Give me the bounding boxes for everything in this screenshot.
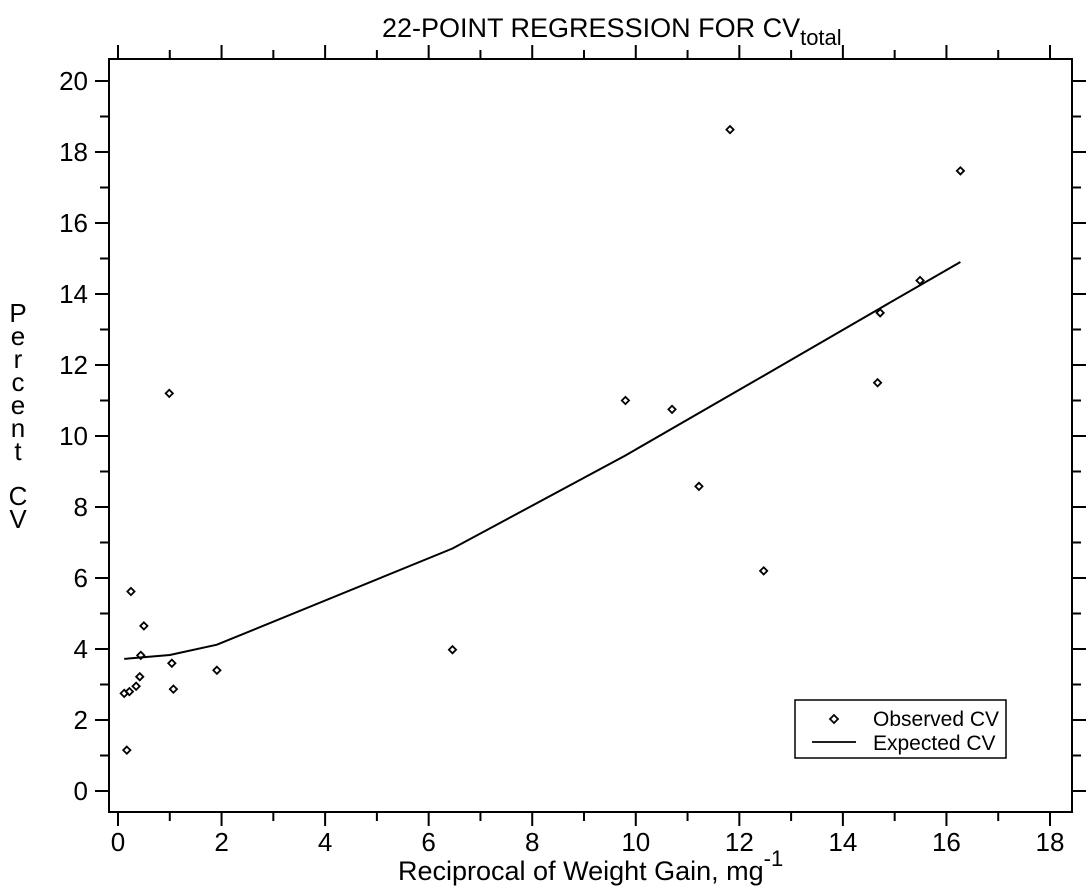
x-tick-label: 0 [111,827,125,857]
y-tick-label: 6 [74,563,88,593]
y-axis-label-letter: P [9,298,26,328]
observed-cv-point [725,124,735,135]
observed-cv-point [135,650,146,661]
legend: Observed CV Expected CV [794,699,1007,759]
y-tick-label: 16 [59,208,88,238]
observed-cv-point [915,275,925,286]
observed-cv-point [166,658,177,669]
x-tick-label: 14 [828,827,857,857]
observed-cv-point [168,684,179,694]
x-tick-label: 16 [932,827,961,857]
legend-observed-label: Observed CV [873,708,999,731]
y-axis-label-letter: V [9,504,27,534]
observed-cv-point [126,586,136,597]
y-axis-label-letter: t [14,436,22,466]
y-tick-label: 20 [59,66,88,96]
y-tick-label: 4 [74,634,88,664]
x-axis-label-main: Reciprocal of Weight Gain, mg [398,856,764,886]
chart-title-main: 22-POINT REGRESSION FOR CV [382,13,800,43]
x-tick-label: 12 [725,827,754,857]
y-axis-label-letter: c [12,367,25,397]
observed-cv-point [124,686,135,697]
observed-cv-point [955,165,966,176]
legend-box [794,699,1007,759]
chart-title-subscript: total [800,25,842,50]
expected-cv-line [124,261,961,660]
y-tick-label: 14 [59,279,88,309]
expected-cv-series [124,261,961,660]
observed-cv-point [694,481,704,492]
y-tick-label: 2 [74,705,88,735]
observed-cv-point [134,671,145,682]
legend-diamond-icon [828,713,840,725]
x-tick-label: 10 [621,827,650,857]
x-tick-label: 18 [1036,827,1065,857]
observed-cv-point [447,644,458,655]
observed-cv-series [119,124,966,756]
y-axis-label-letter: r [14,344,23,374]
observed-cv-point [758,566,769,576]
y-tick-label: 18 [59,137,88,167]
y-tick-label: 8 [74,492,88,522]
x-tick-label: 2 [214,827,228,857]
observed-cv-point [620,395,631,406]
observed-cv-point [131,681,141,692]
legend-expected-label: Expected CV [873,732,996,755]
y-tick-label: 12 [59,350,88,380]
chart-title: 22-POINT REGRESSION FOR CVtotal [382,13,842,50]
y-axis-label-letter: n [11,413,25,443]
observed-cv-point [121,745,132,756]
x-tick-label: 8 [525,827,539,857]
observed-cv-point [875,307,886,318]
observed-cv-point [139,621,149,631]
y-tick-label: 0 [74,776,88,806]
x-tick-label: 4 [318,827,332,857]
observed-cv-point [164,388,175,399]
y-tick-label: 10 [59,421,88,451]
x-axis-label-superscript: -1 [764,846,784,871]
x-tick-label: 6 [421,827,435,857]
axis-tick-labels: 0 2 4 6 8 10 12 14 16 18 0 2 4 6 8 10 12 14 16 18 20 [59,66,1064,857]
axis-ticks [95,45,1086,826]
y-axis-label-letter: e [11,390,25,420]
y-axis-label-letter: e [11,321,25,351]
observed-cv-point [667,404,677,415]
x-axis-label: Reciprocal of Weight Gain, mg-1 [398,846,783,886]
plot-frame [108,58,1073,813]
observed-cv-point [872,377,883,388]
y-axis-label-letter: C [9,481,28,511]
observed-cv-point [212,665,222,676]
